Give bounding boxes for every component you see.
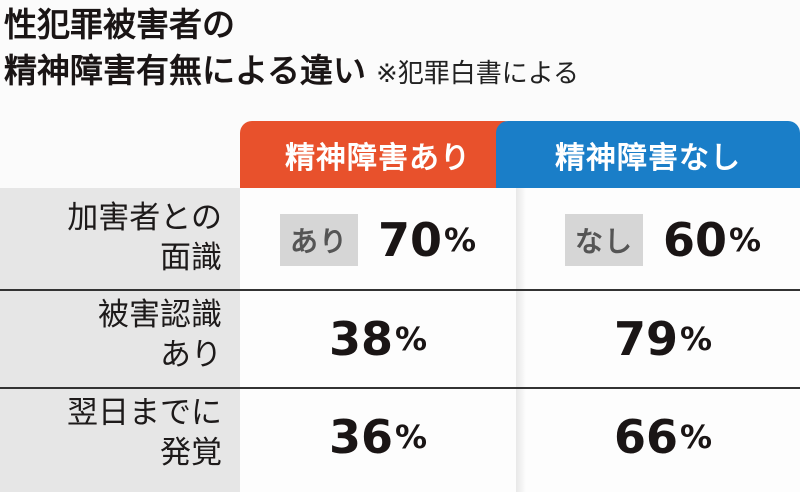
row-divider bbox=[0, 289, 800, 291]
tag-badge: なし bbox=[564, 214, 643, 266]
value: 36 bbox=[328, 410, 393, 464]
unit: % bbox=[728, 221, 762, 259]
cell-discovery-without: 66% bbox=[526, 389, 800, 485]
row-divider bbox=[0, 387, 800, 389]
row-label-line: 翌日までに bbox=[67, 395, 222, 431]
title-line-2: 精神障害有無による違い ※犯罪白書による bbox=[4, 48, 579, 97]
header-without-disorder: 精神障害なし bbox=[496, 121, 800, 188]
header-with-disorder: 精神障害あり bbox=[240, 121, 516, 188]
unit: % bbox=[394, 418, 428, 456]
value: 60 bbox=[662, 213, 727, 267]
row-label-line: 加害者との bbox=[67, 200, 222, 236]
row-label-line: 発覚 bbox=[160, 435, 222, 471]
row-label-acquaintance: 加害者との 面識 bbox=[0, 198, 222, 278]
value: 70 bbox=[377, 213, 442, 267]
unit: % bbox=[443, 221, 477, 259]
chart-title: 性犯罪被害者の 精神障害有無による違い ※犯罪白書による bbox=[4, 2, 579, 97]
unit: % bbox=[394, 320, 428, 358]
value: 79 bbox=[613, 312, 678, 366]
row-label-column bbox=[0, 188, 240, 492]
tag-badge: あり bbox=[279, 214, 358, 266]
value: 66 bbox=[613, 410, 678, 464]
source-note: ※犯罪白書による bbox=[376, 59, 580, 89]
cell-discovery-with: 36% bbox=[240, 389, 516, 485]
row-label-line: 被害認識 bbox=[98, 297, 222, 333]
title-line-2-text: 精神障害有無による違い bbox=[4, 51, 367, 90]
row-label-line: 面識 bbox=[160, 240, 222, 276]
cell-acquaintance-without: なし 60% bbox=[526, 192, 800, 288]
row-label-discovery: 翌日までに 発覚 bbox=[0, 393, 222, 473]
cell-awareness-with: 38% bbox=[240, 291, 516, 387]
cell-acquaintance-with: あり 70% bbox=[240, 192, 516, 288]
title-line-1: 性犯罪被害者の bbox=[4, 5, 235, 44]
value: 38 bbox=[328, 312, 393, 366]
cell-awareness-without: 79% bbox=[526, 291, 800, 387]
unit: % bbox=[679, 418, 713, 456]
row-label-line: あり bbox=[160, 337, 222, 373]
unit: % bbox=[679, 320, 713, 358]
column-divider-shadow bbox=[516, 188, 526, 492]
row-label-awareness: 被害認識 あり bbox=[0, 295, 222, 375]
